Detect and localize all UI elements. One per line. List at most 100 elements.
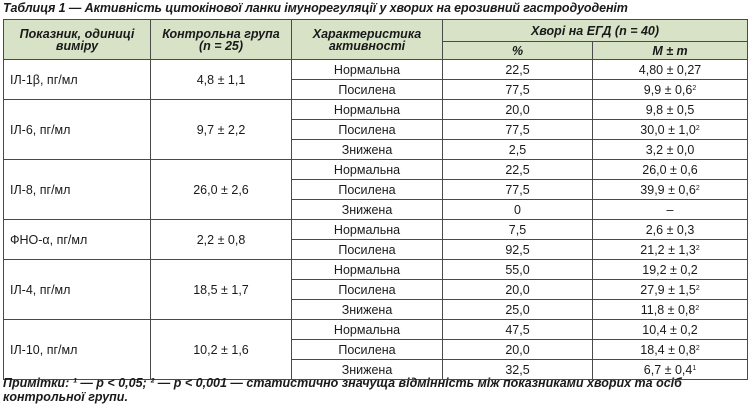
significance-mark: 2	[695, 244, 700, 252]
header-indicator: Показник, одиниці виміру	[3, 19, 151, 60]
mean-value: 18,4 ± 0,8	[640, 342, 696, 357]
activity-cell: Посилена	[291, 79, 443, 100]
mean-cell: 18,4 ± 0,82	[591, 339, 749, 360]
table-row: ІЛ-10, пг/мл 10,2 ± 1,6 Нормальна 47,5 10,4 …	[3, 319, 749, 380]
mean-value: 6,7 ± 0,4	[643, 362, 693, 377]
indicator-cell: ІЛ-4, пг/мл	[3, 259, 151, 320]
activity-cell: Знижена	[291, 299, 443, 320]
mean-cell: 39,9 ± 0,62	[591, 179, 749, 200]
mean-cell: –	[591, 199, 749, 220]
mean-value: 2,6 ± 0,3	[645, 222, 695, 237]
percent-cell: 92,5	[442, 239, 593, 260]
percent-cell: 32,5	[442, 359, 593, 380]
mean-cell: 30,0 ± 1,02	[591, 119, 749, 140]
mean-value: 27,9 ± 1,5	[640, 282, 696, 297]
activity-cell: Знижена	[291, 359, 443, 380]
cytokine-table: Показник, одиниці виміру Контрольна груп…	[3, 19, 749, 380]
table-body: ІЛ-1β, пг/мл 4,8 ± 1,1 Нормальна 22,5 4,80 ±…	[3, 59, 749, 380]
activity-cell: Знижена	[291, 199, 443, 220]
percent-cell: 2,5	[442, 139, 593, 160]
percent-cell: 7,5	[442, 219, 593, 240]
mean-value: 4,80 ± 0,27	[638, 62, 702, 77]
activity-cell: Посилена	[291, 279, 443, 300]
percent-cell: 0	[442, 199, 593, 220]
mean-value: 3,2 ± 0,0	[645, 142, 695, 157]
activity-cell: Нормальна	[291, 259, 443, 280]
header-percent: %	[442, 41, 593, 60]
mean-cell: 3,2 ± 0,0	[591, 139, 749, 160]
mean-value: 11,8 ± 0,8	[640, 302, 696, 317]
significance-mark: 2	[695, 304, 700, 312]
indicator-cell: ІЛ-6, пг/мл	[3, 99, 151, 160]
percent-cell: 77,5	[442, 179, 593, 200]
activity-cell: Нормальна	[291, 159, 443, 180]
table-row: ІЛ-8, пг/мл 26,0 ± 2,6 Нормальна 22,5 26,0 ±…	[3, 159, 749, 220]
table-row: Посилена 77,5 39,9 ± 0,62	[4, 179, 749, 200]
indicator-cell: ФНО-α, пг/мл	[3, 219, 151, 260]
mean-cell: 9,9 ± 0,62	[591, 79, 749, 100]
table-note: Примітки: ¹ — p < 0,05; ² — p < 0,001 — …	[3, 376, 682, 404]
mean-cell: 6,7 ± 0,41	[591, 359, 749, 380]
significance-mark: 2	[695, 124, 700, 132]
table-row: Знижена 0 –	[4, 199, 749, 220]
mean-value: 9,9 ± 0,6	[643, 82, 693, 97]
control-cell: 26,0 ± 2,6	[150, 159, 292, 220]
percent-cell: 22,5	[442, 159, 593, 180]
header-activity: Характеристика активності	[291, 19, 443, 60]
control-cell: 9,7 ± 2,2	[150, 99, 292, 160]
mean-value: 26,0 ± 0,6	[642, 162, 698, 177]
header-control-group: Контрольна група (n = 25)	[150, 19, 292, 60]
percent-cell: 55,0	[442, 259, 593, 280]
mean-value: 39,9 ± 0,6	[640, 182, 696, 197]
table-row: ФНО-α, пг/мл 2,2 ± 0,8 Нормальна 7,5 2,6 ± 0…	[3, 219, 749, 260]
mean-cell: 10,4 ± 0,2	[591, 319, 749, 340]
percent-cell: 20,0	[442, 279, 593, 300]
indicator-cell: ІЛ-1β, пг/мл	[3, 59, 151, 100]
indicator-cell: ІЛ-10, пг/мл	[3, 319, 151, 380]
significance-mark: 2	[695, 184, 700, 192]
mean-value: 10,4 ± 0,2	[642, 322, 698, 337]
significance-mark: 2	[692, 84, 697, 92]
percent-cell: 20,0	[442, 99, 593, 120]
mean-cell: 11,8 ± 0,82	[591, 299, 749, 320]
mean-value: 9,8 ± 0,5	[645, 102, 695, 117]
mean-value: 30,0 ± 1,0	[640, 122, 696, 137]
control-cell: 10,2 ± 1,6	[150, 319, 292, 380]
activity-cell: Нормальна	[291, 319, 443, 340]
table-row: ІЛ-1β, пг/мл 4,8 ± 1,1 Нормальна 22,5 4,80 ±…	[3, 59, 749, 100]
percent-cell: 77,5	[442, 79, 593, 100]
mean-value: –	[666, 202, 674, 217]
mean-cell: 21,2 ± 1,32	[591, 239, 749, 260]
mean-cell: 26,0 ± 0,6	[591, 159, 749, 180]
control-cell: 18,5 ± 1,7	[150, 259, 292, 320]
header-mean: M ± m	[591, 41, 749, 60]
percent-cell: 22,5	[442, 59, 593, 80]
percent-cell: 47,5	[442, 319, 593, 340]
activity-cell: Посилена	[291, 179, 443, 200]
mean-value: 21,2 ± 1,3	[640, 242, 696, 257]
table-caption: Таблиця 1 — Активність цитокінової ланки…	[3, 1, 628, 15]
percent-cell: 77,5	[442, 119, 593, 140]
activity-cell: Нормальна	[291, 59, 443, 80]
significance-mark: 1	[692, 364, 697, 372]
table-row: Знижена 32,5 6,7 ± 0,41	[4, 359, 749, 380]
mean-cell: 2,6 ± 0,3	[591, 219, 749, 240]
mean-cell: 19,2 ± 0,2	[591, 259, 749, 280]
mean-cell: 27,9 ± 1,52	[591, 279, 749, 300]
table-row: Знижена 25,0 11,8 ± 0,82	[4, 299, 749, 320]
percent-cell: 20,0	[442, 339, 593, 360]
activity-cell: Знижена	[291, 139, 443, 160]
mean-cell: 9,8 ± 0,5	[591, 99, 749, 120]
table-row: ІЛ-4, пг/мл 18,5 ± 1,7 Нормальна 55,0 19,2 ±…	[3, 259, 749, 320]
control-cell: 4,8 ± 1,1	[150, 59, 292, 100]
indicator-cell: ІЛ-8, пг/мл	[3, 159, 151, 220]
activity-cell: Нормальна	[291, 99, 443, 120]
activity-cell: Посилена	[291, 339, 443, 360]
mean-value: 19,2 ± 0,2	[642, 262, 698, 277]
mean-cell: 4,80 ± 0,27	[591, 59, 749, 80]
activity-cell: Посилена	[291, 239, 443, 260]
table-row: ІЛ-6, пг/мл 9,7 ± 2,2 Нормальна 20,0 9,8 ± 0…	[3, 99, 749, 160]
activity-cell: Нормальна	[291, 219, 443, 240]
control-cell: 2,2 ± 0,8	[150, 219, 292, 260]
header-patients: Хворі на ЕГД (n = 40)	[441, 19, 749, 42]
